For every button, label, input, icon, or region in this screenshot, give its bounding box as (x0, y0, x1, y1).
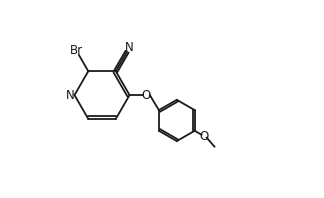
Text: O: O (142, 89, 151, 102)
Text: N: N (125, 41, 133, 54)
Text: O: O (199, 130, 209, 143)
Text: N: N (66, 89, 75, 102)
Text: Br: Br (70, 44, 83, 57)
